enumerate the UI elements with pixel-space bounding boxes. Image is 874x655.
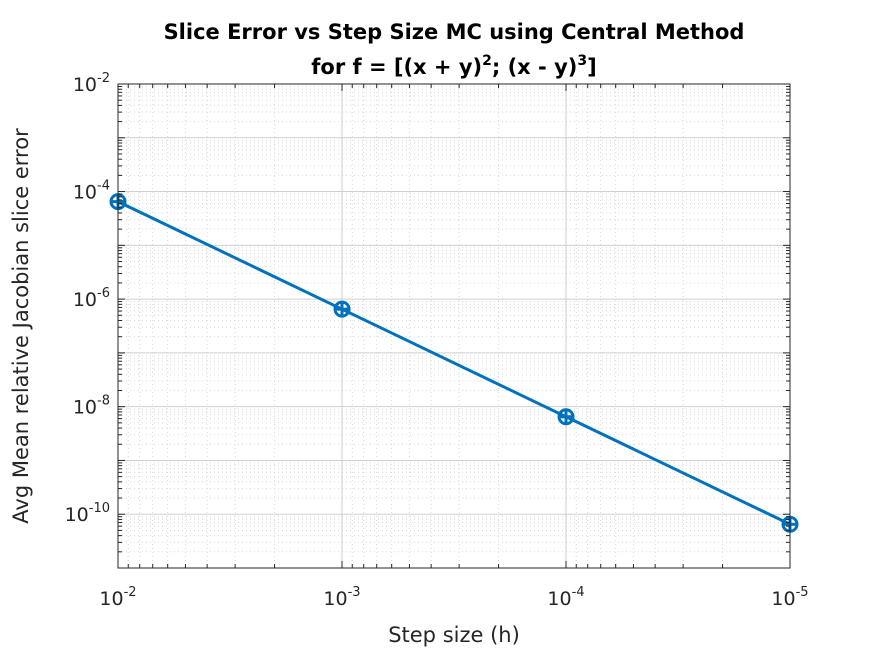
- y-tick-label: 10-4: [73, 179, 110, 204]
- y-tick-label-exponent: -4: [97, 179, 110, 194]
- x-axis-label: Step size (h): [388, 623, 520, 647]
- title-mid: ; (x - y): [492, 55, 577, 79]
- x-tick-label: 10-3: [323, 585, 360, 610]
- x-tick-label-exponent: -2: [124, 585, 137, 600]
- series-line: [117, 200, 791, 526]
- data-point-marker: [557, 408, 575, 426]
- x-tick-label-exponent: -4: [572, 585, 585, 600]
- title-suffix: ]: [587, 55, 597, 79]
- x-tick-label: 10-2: [99, 585, 136, 610]
- y-tick-labels: 10-210-410-610-810-10: [65, 71, 110, 526]
- plot-box: [117, 83, 791, 569]
- title-exponent-1: 2: [482, 53, 492, 69]
- y-tick-label-base: 10: [73, 289, 97, 311]
- x-tick-labels: 10-2 10-3 10-4 10-5: [99, 585, 808, 610]
- x-tick-label-base: 10: [547, 588, 571, 610]
- minor-grid: [118, 84, 790, 568]
- x-tick-label: 10-5: [771, 585, 808, 610]
- y-axis-label: Avg Mean relative Jacobian slice error: [9, 128, 33, 524]
- y-tick-label: 10-2: [73, 71, 110, 96]
- x-tick-label-base: 10: [323, 588, 347, 610]
- title-exponent-2: 3: [577, 53, 587, 69]
- plot-area: [118, 84, 790, 568]
- chart-title-line1: Slice Error vs Step Size MC using Centra…: [164, 20, 745, 44]
- y-tick-label: 10-8: [73, 394, 110, 419]
- chart-title: Slice Error vs Step Size MC using Centra…: [164, 20, 745, 79]
- y-tick-label-base: 10: [73, 74, 97, 96]
- y-tick-label-exponent: -8: [97, 394, 110, 409]
- x-tick-label-base: 10: [99, 588, 123, 610]
- y-tick-label-exponent: -2: [97, 71, 110, 86]
- y-tick-label-exponent: -6: [97, 286, 110, 301]
- chart-title-line2: for f = [(x + y)2; (x - y)3]: [311, 53, 596, 79]
- y-tick-label-exponent: -10: [89, 501, 110, 516]
- tick-marks: [117, 83, 791, 569]
- x-tick-label-exponent: -5: [796, 585, 809, 600]
- y-tick-label-base: 10: [65, 504, 89, 526]
- x-tick-label: 10-4: [547, 585, 584, 610]
- x-tick-label-exponent: -3: [348, 585, 361, 600]
- title-prefix: for f = [(x + y): [311, 55, 482, 79]
- y-tick-label: 10-10: [65, 501, 110, 526]
- y-tick-label-base: 10: [73, 182, 97, 204]
- data-point-marker: [333, 300, 351, 318]
- y-tick-label: 10-6: [73, 286, 110, 311]
- x-tick-label-base: 10: [771, 588, 795, 610]
- y-tick-label-base: 10: [73, 397, 97, 419]
